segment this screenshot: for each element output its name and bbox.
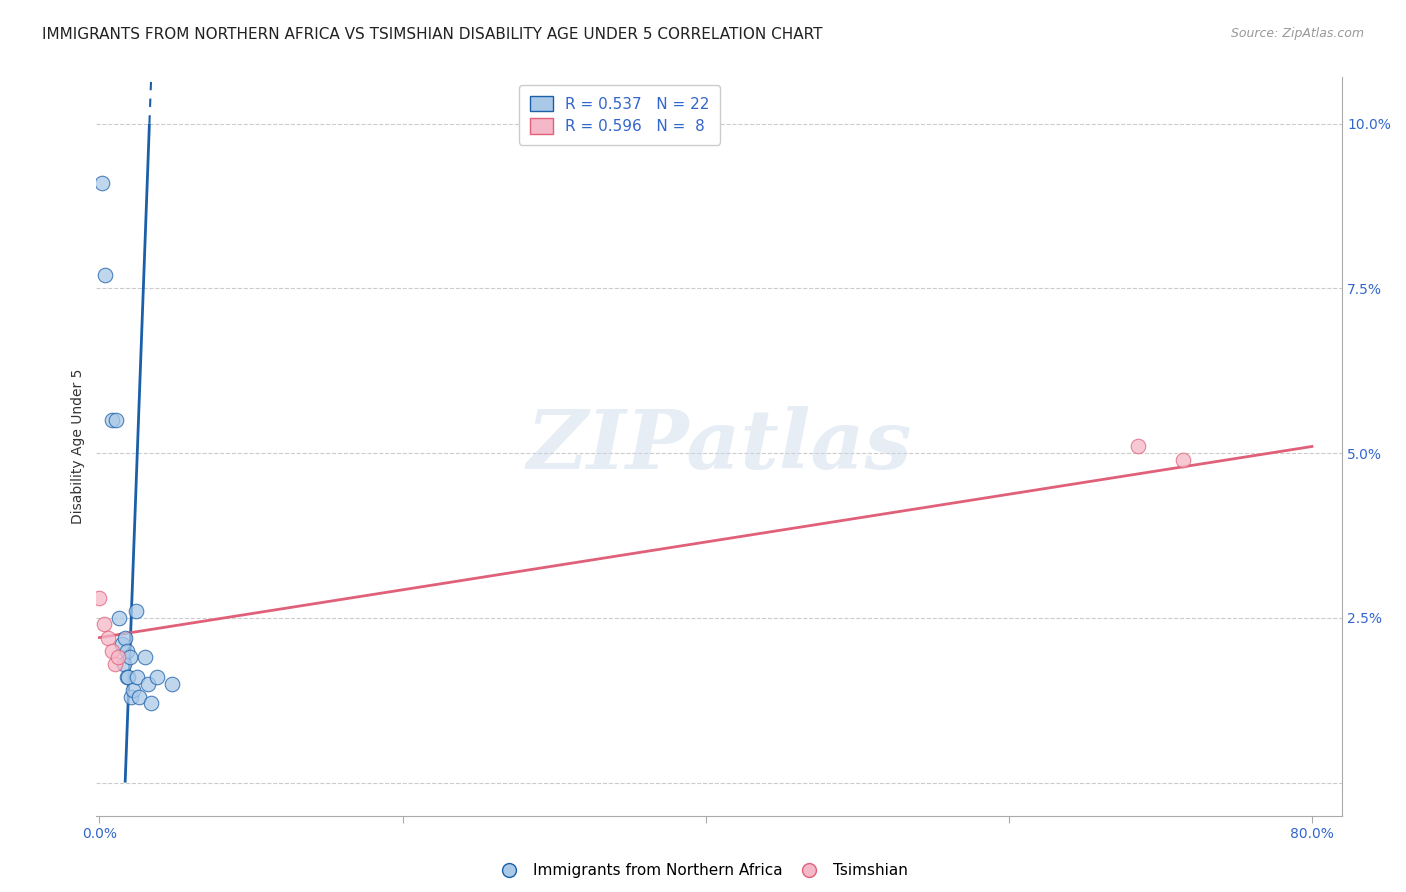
Point [127, 670, 149, 684]
Point [111, 637, 134, 651]
Point [1126, 440, 1149, 454]
Point [94, 268, 117, 282]
Point [115, 670, 138, 684]
Point [134, 650, 156, 665]
Text: IMMIGRANTS FROM NORTHERN AFRICA VS TSIMSHIAN DISABILITY AGE UNDER 5 CORRELATION : IMMIGRANTS FROM NORTHERN AFRICA VS TSIMS… [42, 27, 823, 42]
Y-axis label: Disability Age Under 5: Disability Age Under 5 [72, 368, 86, 524]
Point [91, 176, 114, 190]
Point [136, 676, 159, 690]
Point [120, 690, 142, 704]
Point [117, 670, 139, 684]
Point [160, 676, 183, 690]
Legend: Immigrants from Northern Africa, Tsimshian: Immigrants from Northern Africa, Tsimshi… [492, 857, 914, 884]
Point [107, 650, 129, 665]
Point [125, 604, 148, 618]
Point [100, 413, 122, 427]
Point [103, 657, 125, 671]
Point [118, 650, 141, 665]
Point [93, 617, 115, 632]
Point [115, 644, 138, 658]
Legend: R = 0.537   N = 22, R = 0.596   N =  8: R = 0.537 N = 22, R = 0.596 N = 8 [519, 85, 720, 145]
Point [97, 631, 120, 645]
Point [139, 697, 162, 711]
Point [89, 591, 111, 605]
Point [1171, 452, 1194, 467]
Point [108, 611, 131, 625]
Point [114, 631, 136, 645]
Point [112, 657, 135, 671]
Point [100, 644, 122, 658]
Point [146, 670, 169, 684]
Point [105, 413, 128, 427]
Text: Source: ZipAtlas.com: Source: ZipAtlas.com [1230, 27, 1364, 40]
Point [128, 690, 150, 704]
Point [121, 683, 143, 698]
Text: ZIPatlas: ZIPatlas [527, 407, 912, 486]
